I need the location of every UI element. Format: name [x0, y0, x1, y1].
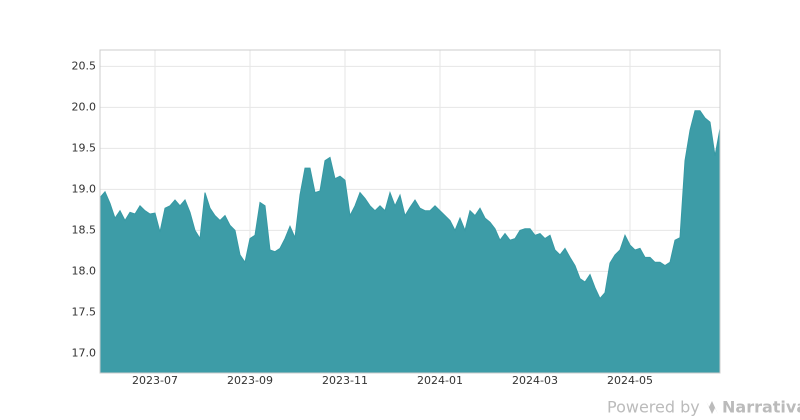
y-tick-label: 19.0 [72, 182, 97, 195]
x-tick-label: 2023-07 [132, 374, 178, 387]
footer-text: Powered by [607, 398, 700, 417]
footer-brand: Narrativa [722, 398, 800, 417]
y-tick-label: 20.0 [72, 100, 97, 113]
y-tick-label: 19.5 [72, 141, 97, 154]
y-tick-label: 18.5 [72, 223, 97, 236]
area [99, 110, 721, 374]
x-tick-label: 2023-09 [227, 374, 273, 387]
brand-logo [706, 401, 718, 414]
y-tick-label: 17.5 [72, 305, 97, 318]
y-tick-label: 18.0 [72, 264, 97, 277]
x-tick-label: 2024-03 [512, 374, 558, 387]
x-tick-label: 2024-05 [607, 374, 653, 387]
x-tick-label: 2023-11 [322, 374, 368, 387]
plot-frame [99, 49, 721, 374]
y-tick-label: 20.5 [72, 59, 97, 72]
y-tick-label: 17.0 [72, 346, 97, 359]
x-tick-label: 2024-01 [417, 374, 463, 387]
